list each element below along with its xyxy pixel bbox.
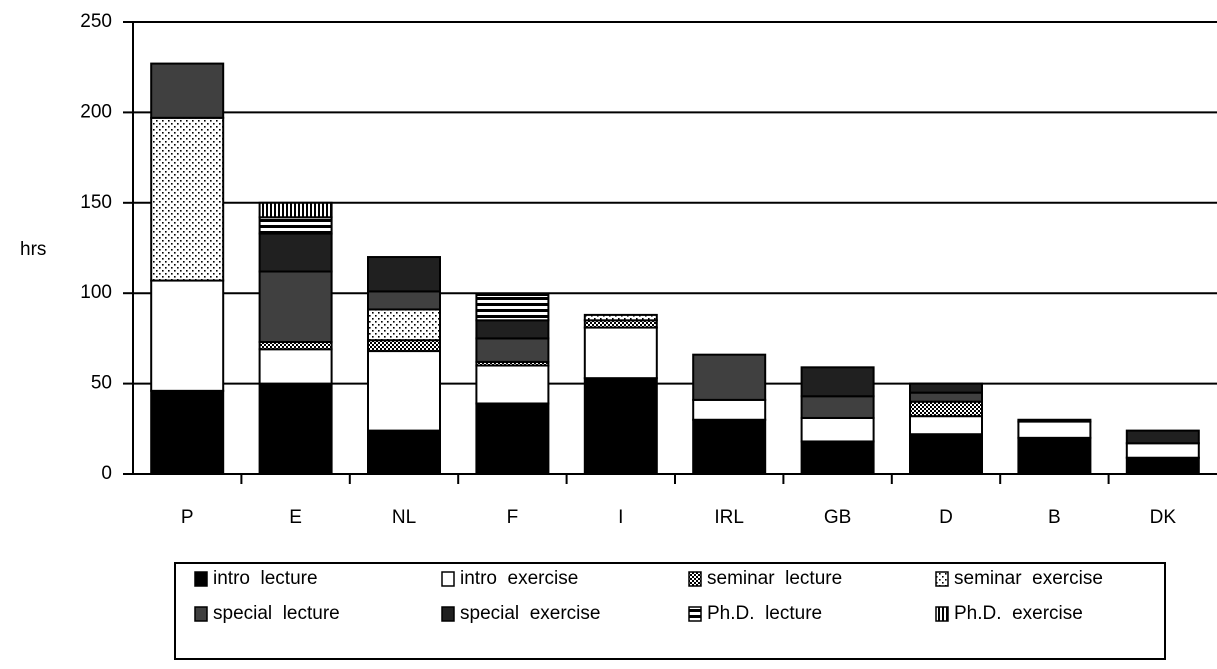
bar-segment xyxy=(1125,456,1200,475)
bar-segment xyxy=(475,364,550,405)
legend-swatch xyxy=(194,571,208,587)
x-tick-label: F xyxy=(507,507,519,528)
x-tick-label: P xyxy=(181,507,194,528)
legend-swatch xyxy=(688,606,702,622)
bar-segment xyxy=(150,279,225,392)
legend-swatch xyxy=(441,571,455,587)
bar-segment xyxy=(909,415,983,436)
x-tick-label: IRL xyxy=(714,507,744,528)
bar-segment xyxy=(909,391,983,403)
bar-segment xyxy=(367,290,441,311)
bar-segment xyxy=(909,382,983,394)
y-axis-label: hrs xyxy=(20,239,46,260)
legend-label: intro lecture xyxy=(213,568,318,589)
bar-segment xyxy=(1125,442,1200,459)
bar-segment xyxy=(800,416,875,443)
bar-segment xyxy=(475,319,550,340)
bar-segment xyxy=(583,319,658,329)
legend-swatch xyxy=(441,606,455,622)
bar-segment xyxy=(258,216,333,235)
x-tick-label: NL xyxy=(392,507,416,528)
y-tick-label: 250 xyxy=(80,11,112,32)
x-tick-label: I xyxy=(618,507,623,528)
bar-segment xyxy=(367,256,441,293)
bar-segment xyxy=(150,62,225,119)
x-tick-label: B xyxy=(1048,507,1061,528)
bar-segment xyxy=(150,389,225,475)
legend-swatch xyxy=(935,571,949,587)
bar-segment xyxy=(1017,436,1092,475)
bar-segment xyxy=(475,402,550,476)
bar-segment xyxy=(258,348,333,385)
bar-segment xyxy=(909,433,983,475)
bar-segment xyxy=(1125,429,1200,445)
legend-label: special lecture xyxy=(213,603,340,624)
bar-segment xyxy=(692,418,767,476)
bar-segment xyxy=(800,440,875,475)
bar-segment xyxy=(1017,420,1092,439)
bar-segment xyxy=(692,398,767,421)
y-tick-label: 100 xyxy=(80,282,112,303)
y-tick-label: 200 xyxy=(80,101,112,122)
bar-segment xyxy=(150,116,225,282)
legend-swatch xyxy=(935,606,949,622)
bar-segment xyxy=(258,232,333,273)
bar-segment xyxy=(583,377,658,475)
bar-segment xyxy=(475,337,550,363)
legend-label: intro exercise xyxy=(460,568,578,589)
x-tick-label: DK xyxy=(1150,507,1177,528)
bar-segment xyxy=(583,326,658,380)
bar-segment xyxy=(367,308,441,342)
bar-segment xyxy=(800,395,875,419)
y-tick-label: 0 xyxy=(101,463,112,484)
legend-label: Ph.D. lecture xyxy=(707,603,822,624)
y-tick-label: 50 xyxy=(91,373,112,394)
y-tick-label: 150 xyxy=(80,192,112,213)
legend-swatch xyxy=(688,571,702,587)
bar-segment xyxy=(258,341,333,351)
legend-box xyxy=(174,562,1166,660)
x-tick-label: GB xyxy=(824,507,851,528)
bar-segment xyxy=(475,294,550,322)
legend-label: Ph.D. exercise xyxy=(954,603,1083,624)
bar-segment xyxy=(800,366,875,398)
bar-segment xyxy=(258,382,333,476)
bar-segment xyxy=(583,313,658,322)
bar-segment xyxy=(909,400,983,418)
bar-segment xyxy=(367,350,441,432)
bar-segment xyxy=(367,339,441,353)
bar-segment xyxy=(258,270,333,344)
x-tick-label: D xyxy=(939,507,953,528)
legend-label: special exercise xyxy=(460,603,600,624)
bar-segment xyxy=(367,429,441,475)
x-tick-label: E xyxy=(289,507,302,528)
legend-label: seminar exercise xyxy=(954,568,1103,589)
legend-label: seminar lecture xyxy=(707,568,842,589)
legend-swatch xyxy=(194,606,208,622)
bar-segment xyxy=(258,201,333,219)
bar-segment xyxy=(1017,418,1092,423)
bar-segment xyxy=(692,353,767,401)
